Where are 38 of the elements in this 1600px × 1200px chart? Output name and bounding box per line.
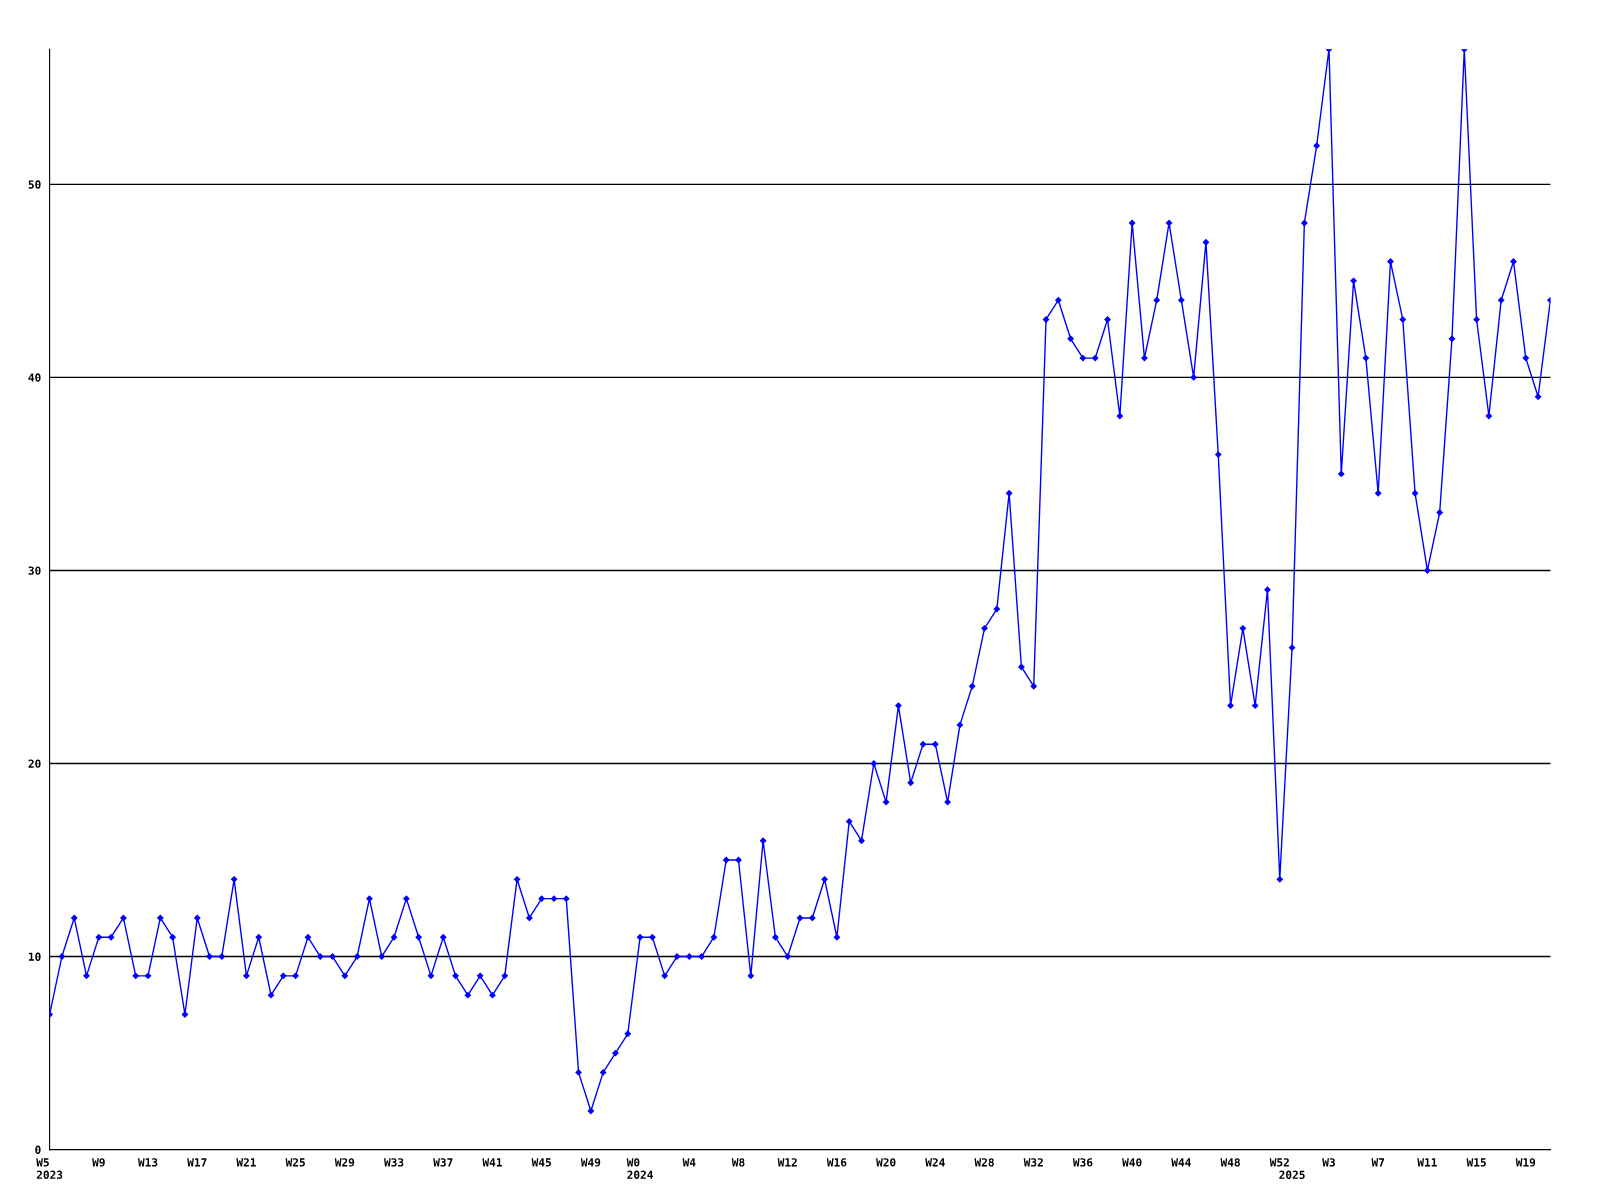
- x-tick-label: W33: [384, 1158, 404, 1167]
- y-tick-label: 10: [28, 952, 41, 961]
- x-tick-label: W19: [1515, 1158, 1536, 1167]
- y-tick-label: 50: [28, 180, 41, 189]
- y-tick-label: 20: [28, 759, 41, 768]
- x-tick-label: W12: [777, 1158, 797, 1167]
- x-tick-label: W20: [876, 1158, 896, 1167]
- x-tick-label: W25: [285, 1158, 305, 1167]
- x-tick-label: W32: [1023, 1158, 1043, 1167]
- x-tick-label: W28: [974, 1158, 994, 1167]
- x-tick-label: W49: [580, 1158, 601, 1167]
- x-tick-label: W3: [1322, 1158, 1335, 1167]
- x-tick-label: W29: [334, 1158, 355, 1167]
- x-tick-label: W17: [187, 1158, 207, 1167]
- x-tick-label: W21: [236, 1158, 256, 1167]
- x-tick-label: W24: [925, 1158, 945, 1167]
- x-tick-label: W8: [731, 1158, 745, 1167]
- x-tick-label: W16: [826, 1158, 847, 1167]
- x-tick-label: W0 2024: [626, 1158, 653, 1179]
- x-tick-label: W48: [1220, 1158, 1240, 1167]
- y-tick-label: 30: [28, 566, 41, 575]
- x-tick-label: W41: [482, 1158, 502, 1167]
- x-tick-label: W11: [1417, 1158, 1437, 1167]
- x-tick-label: 2025: [1279, 1170, 1305, 1179]
- x-tick-label: W36: [1072, 1158, 1093, 1167]
- x-tick-label: W37: [433, 1158, 453, 1167]
- y-tick-label: 0: [35, 1145, 41, 1154]
- x-tick-label: W40: [1122, 1158, 1142, 1167]
- x-tick-label: W44: [1171, 1158, 1191, 1167]
- x-tick-label: W9: [92, 1158, 105, 1167]
- x-tick-label: W52: [1269, 1158, 1289, 1167]
- y-tick-label: 40: [28, 373, 41, 382]
- x-tick-label: W15: [1466, 1158, 1486, 1167]
- x-tick-label: W45: [531, 1158, 551, 1167]
- x-tick-label: W4: [682, 1158, 696, 1167]
- x-tick-label: W13: [137, 1158, 158, 1167]
- x-tick-label: W7: [1371, 1158, 1385, 1167]
- x-tick-label: W5 2023: [36, 1158, 63, 1179]
